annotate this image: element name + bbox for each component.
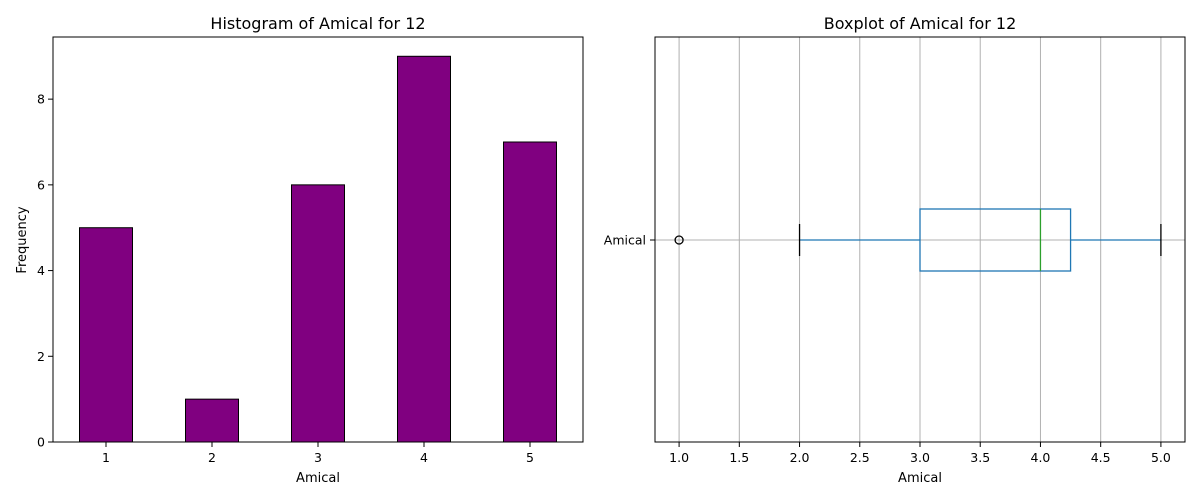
boxplot-x-tick-label: 5.0 [1151,450,1171,465]
histogram-y-ticks: 0 2 4 6 8 [37,92,53,450]
boxplot-x-tick-label: 2.5 [850,450,870,465]
boxplot-x-tick-label: 3.5 [970,450,990,465]
histogram-y-label: Frequency [15,206,30,273]
boxplot-outlier-point [674,235,684,245]
histogram-bar [79,227,133,443]
histogram-y-tick-label: 6 [37,177,45,192]
boxplot-chart: Boxplot of Amical for 12 1.0 1.5 2.0 2.5 3.0… [604,14,1186,486]
boxplot-x-tick-label: 2.0 [790,450,810,465]
histogram-x-label: Amical [296,471,340,486]
histogram-bar [503,141,557,443]
histogram-y-tick-label: 8 [37,92,45,107]
histogram-y-tick-label: 0 [37,435,45,450]
boxplot-x-tick-label: 4.0 [1031,450,1051,465]
boxplot-x-tick-label: 1.5 [729,450,749,465]
boxplot-x-tick-label: 1.0 [669,450,689,465]
histogram-y-tick-label: 4 [37,263,45,278]
histogram-y-tick-label: 2 [37,349,45,364]
boxplot-elements [674,208,1162,272]
boxplot-y-tick-label: Amical [604,233,646,248]
boxplot-x-tick-label: 4.5 [1091,450,1111,465]
histogram-x-tick-label: 3 [314,450,322,465]
histogram-bar [291,184,345,443]
histogram-bars [79,55,557,443]
boxplot-x-tick-label: 3.0 [910,450,930,465]
boxplot-box [919,208,1072,272]
histogram-bar [397,55,451,443]
boxplot-x-label: Amical [898,471,942,486]
histogram-title: Histogram of Amical for 12 [210,14,425,33]
histogram-x-tick-label: 5 [526,450,534,465]
histogram-x-ticks: 1 2 3 4 5 [102,442,534,465]
histogram-x-tick-label: 1 [102,450,110,465]
boxplot-title: Boxplot of Amical for 12 [824,14,1017,33]
boxplot-x-ticks: 1.0 1.5 2.0 2.5 3.0 3.5 4.0 4.5 5.0 [669,442,1171,465]
histogram-x-tick-label: 2 [208,450,216,465]
histogram-bar [185,398,239,443]
histogram-x-tick-label: 4 [420,450,428,465]
histogram-plot-frame [52,36,584,443]
histogram-chart: Histogram of Amical for 12 0 2 4 6 8 1 2 3 4 5 A… [15,14,584,486]
